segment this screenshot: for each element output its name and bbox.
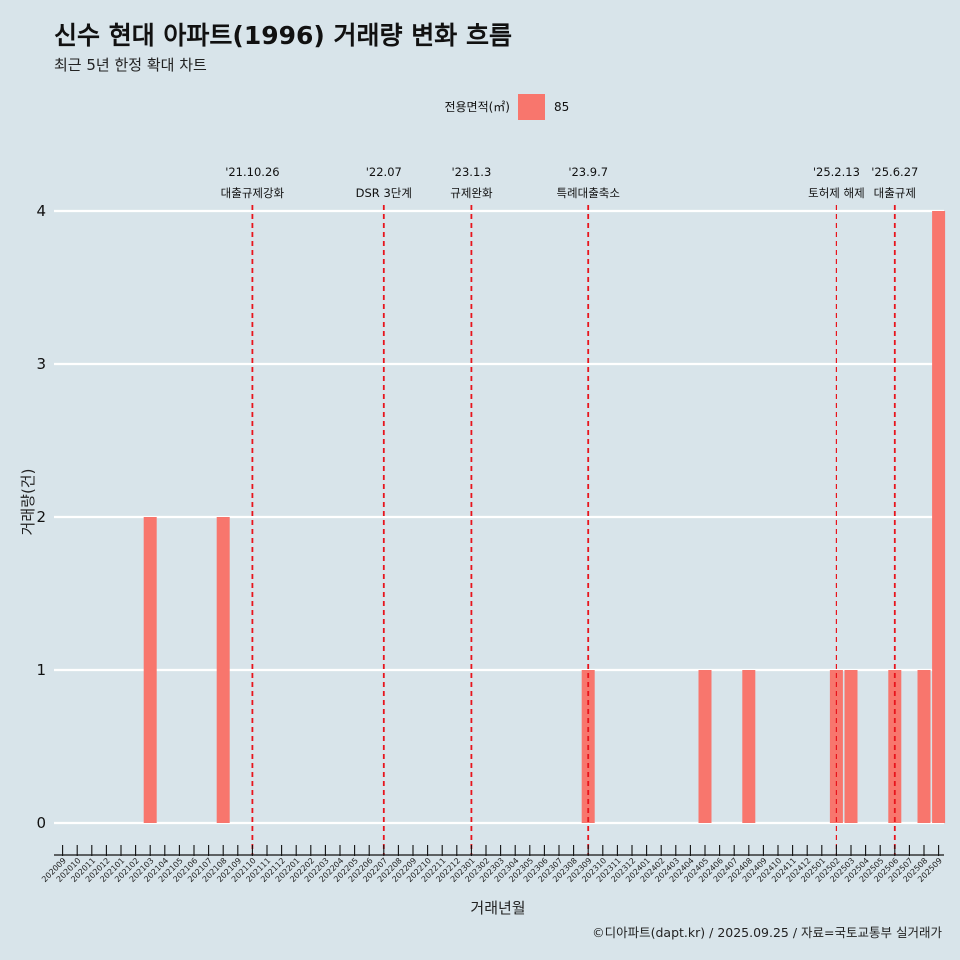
legend-entry-85: 85 bbox=[554, 100, 569, 114]
event-date-202110: '21.10.26 bbox=[225, 165, 279, 179]
x-axis-title: 거래년월 bbox=[470, 899, 525, 917]
event-date-202301: '23.1.3 bbox=[452, 165, 492, 179]
bar-202405 bbox=[698, 670, 712, 823]
bar-202108 bbox=[216, 517, 230, 823]
y-tick-label-4: 4 bbox=[36, 202, 46, 220]
y-axis: 0 1 2 3 4 bbox=[36, 202, 46, 832]
source-caption: ©디아파트(dapt.kr) / 2025.09.25 / 자료=국토교통부 실… bbox=[592, 925, 942, 940]
gridlines bbox=[54, 209, 944, 825]
event-label-202309: 특례대출축소 bbox=[556, 186, 619, 200]
event-label-202207: DSR 3단계 bbox=[356, 186, 412, 200]
event-date-202309: '23.9.7 bbox=[568, 165, 608, 179]
event-label-202110: 대출규제강화 bbox=[221, 186, 285, 200]
bar-202103 bbox=[143, 517, 157, 823]
bar-202408 bbox=[742, 670, 756, 823]
event-markers: '21.10.26 대출규제강화 '22.07 DSR 3단계 '23.1.3 규제완화 '… bbox=[221, 165, 918, 855]
bar-202503 bbox=[844, 670, 858, 823]
chart-subtitle: 최근 5년 한정 확대 차트 bbox=[54, 56, 207, 74]
event-label-202502: 토허제 해제 bbox=[808, 186, 865, 200]
event-date-202502: '25.2.13 bbox=[813, 165, 860, 179]
event-label-202301: 규제완화 bbox=[450, 186, 493, 200]
event-label-202506: 대출규제 bbox=[874, 186, 916, 200]
bar-202508 bbox=[917, 670, 931, 823]
chart-title: 신수 현대 아파트(1996) 거래량 변화 흐름 bbox=[54, 21, 512, 50]
y-tick-label-1: 1 bbox=[36, 661, 46, 679]
legend-key-85 bbox=[518, 94, 545, 120]
y-tick-label-0: 0 bbox=[36, 814, 46, 832]
legend: 전용면적(㎡) 85 bbox=[444, 94, 569, 120]
x-axis: 2020092020102020112020122021012021022021… bbox=[40, 845, 944, 884]
y-tick-label-2: 2 bbox=[36, 508, 46, 526]
bar-202509 bbox=[932, 211, 946, 823]
event-date-202207: '22.07 bbox=[366, 165, 402, 179]
y-tick-label-3: 3 bbox=[36, 355, 46, 373]
legend-title: 전용면적(㎡) bbox=[444, 100, 510, 114]
bar-series bbox=[143, 211, 946, 823]
y-axis-title: 거래량(건) bbox=[19, 469, 37, 536]
event-date-202506: '25.6.27 bbox=[871, 165, 918, 179]
